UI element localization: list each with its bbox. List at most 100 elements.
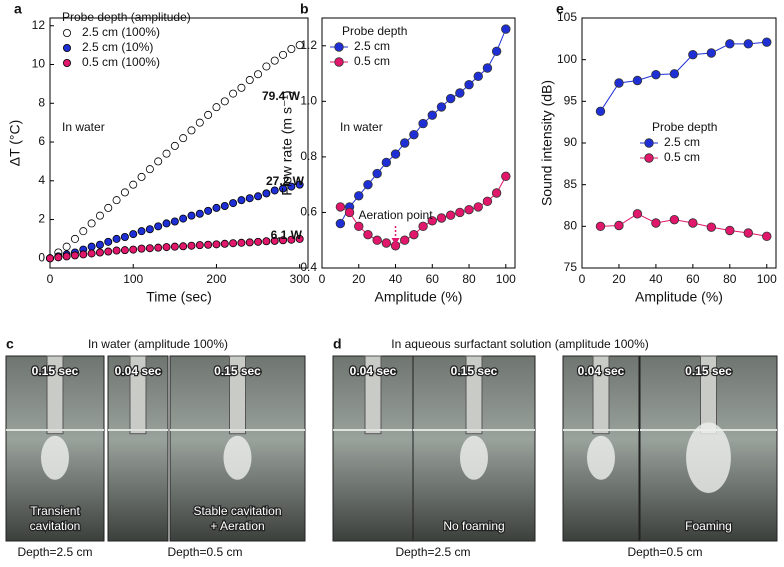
data-point	[706, 222, 717, 232]
data-point	[262, 189, 271, 198]
data-point	[445, 93, 456, 104]
data-point	[204, 206, 213, 215]
data-point	[120, 232, 129, 241]
panel-title: In water (amplitude 100%)	[88, 337, 228, 351]
data-point	[129, 245, 138, 254]
y-tick-label: 0.8	[300, 149, 317, 163]
data-point	[688, 218, 698, 228]
legend-label: 2.5 cm	[664, 135, 700, 149]
legend-marker	[644, 153, 654, 163]
data-point	[137, 244, 146, 253]
legend-marker	[334, 57, 344, 67]
data-point	[418, 118, 428, 129]
data-point	[725, 225, 735, 236]
legend-label: 0.5 cm	[354, 54, 390, 68]
data-point	[363, 179, 373, 190]
data-point	[400, 235, 410, 245]
data-point	[254, 192, 263, 201]
bubbles	[223, 435, 252, 480]
data-point	[62, 242, 71, 251]
legend-label: 2.5 cm	[354, 39, 390, 53]
data-point	[295, 180, 304, 189]
bubbles	[460, 435, 488, 480]
data-point	[706, 48, 717, 58]
data-point	[354, 191, 364, 201]
bubbles	[587, 435, 615, 480]
data-point	[237, 83, 246, 92]
data-point	[372, 168, 382, 179]
legend-title: Probe depth	[342, 24, 407, 38]
x-tick-label: 80	[462, 272, 476, 286]
data-point	[595, 106, 606, 117]
data-point	[743, 39, 753, 49]
y-tick-label: 4	[38, 173, 45, 187]
data-point	[455, 88, 465, 98]
data-point	[187, 241, 196, 250]
panel-letter: e	[556, 1, 564, 17]
data-point	[632, 75, 643, 86]
depth-label: Depth=0.5 cm	[167, 545, 242, 559]
annotation: 27.2 W	[266, 174, 305, 188]
y-tick-label: 95	[564, 94, 578, 108]
legend-title: Probe depth (amplitude)	[62, 10, 191, 24]
data-point	[436, 213, 447, 223]
data-point	[87, 219, 96, 228]
data-point	[204, 110, 213, 119]
data-point	[669, 69, 680, 79]
data-point	[455, 207, 465, 218]
photo-time: 0.04 sec	[578, 364, 625, 378]
data-point	[145, 225, 154, 234]
data-point	[669, 214, 680, 225]
data-point	[464, 204, 474, 215]
probe	[46, 355, 64, 435]
data-point	[179, 214, 188, 223]
data-point	[482, 196, 493, 207]
x-tick-label: 0	[47, 272, 54, 286]
data-point	[743, 228, 753, 238]
x-axis-title: Time (sec)	[146, 289, 212, 305]
data-point	[162, 219, 171, 228]
data-point	[491, 46, 502, 57]
data-point	[120, 246, 129, 255]
data-point	[262, 62, 271, 71]
data-point	[445, 210, 456, 220]
x-tick-label: 0	[319, 272, 326, 286]
data-point	[104, 237, 113, 246]
data-point	[120, 188, 129, 197]
photo-caption: Foaming	[685, 519, 732, 533]
legend-label: 0.5 cm	[664, 150, 700, 164]
data-point	[762, 37, 772, 47]
data-point	[95, 240, 104, 249]
data-point	[501, 24, 511, 34]
data-point	[87, 242, 96, 251]
data-point	[229, 199, 238, 208]
y-tick-label: 8	[38, 95, 45, 109]
data-point	[372, 235, 382, 245]
data-point	[381, 238, 392, 248]
data-point	[162, 243, 171, 252]
data-point	[595, 221, 606, 232]
y-tick-label: 80	[564, 219, 578, 233]
plot-frame	[321, 17, 516, 269]
y-tick-label: 6	[38, 134, 45, 148]
y-tick-label: 10	[32, 57, 46, 71]
data-point	[400, 138, 410, 148]
data-point	[70, 251, 79, 260]
data-point	[287, 45, 296, 54]
data-point	[70, 234, 79, 243]
legend-marker	[63, 44, 72, 53]
data-point	[287, 235, 296, 244]
y-tick-label: 100	[557, 52, 577, 66]
probe	[465, 355, 483, 435]
data-point	[220, 201, 229, 210]
data-point	[195, 241, 204, 250]
data-point	[179, 134, 188, 143]
data-point	[409, 129, 419, 140]
data-point	[354, 221, 364, 232]
x-tick-label: 20	[612, 272, 626, 286]
photo-caption: No foaming	[443, 519, 504, 533]
y-tick-label: 75	[564, 260, 578, 274]
data-point	[187, 211, 196, 220]
x-tick-label: 60	[686, 272, 700, 286]
